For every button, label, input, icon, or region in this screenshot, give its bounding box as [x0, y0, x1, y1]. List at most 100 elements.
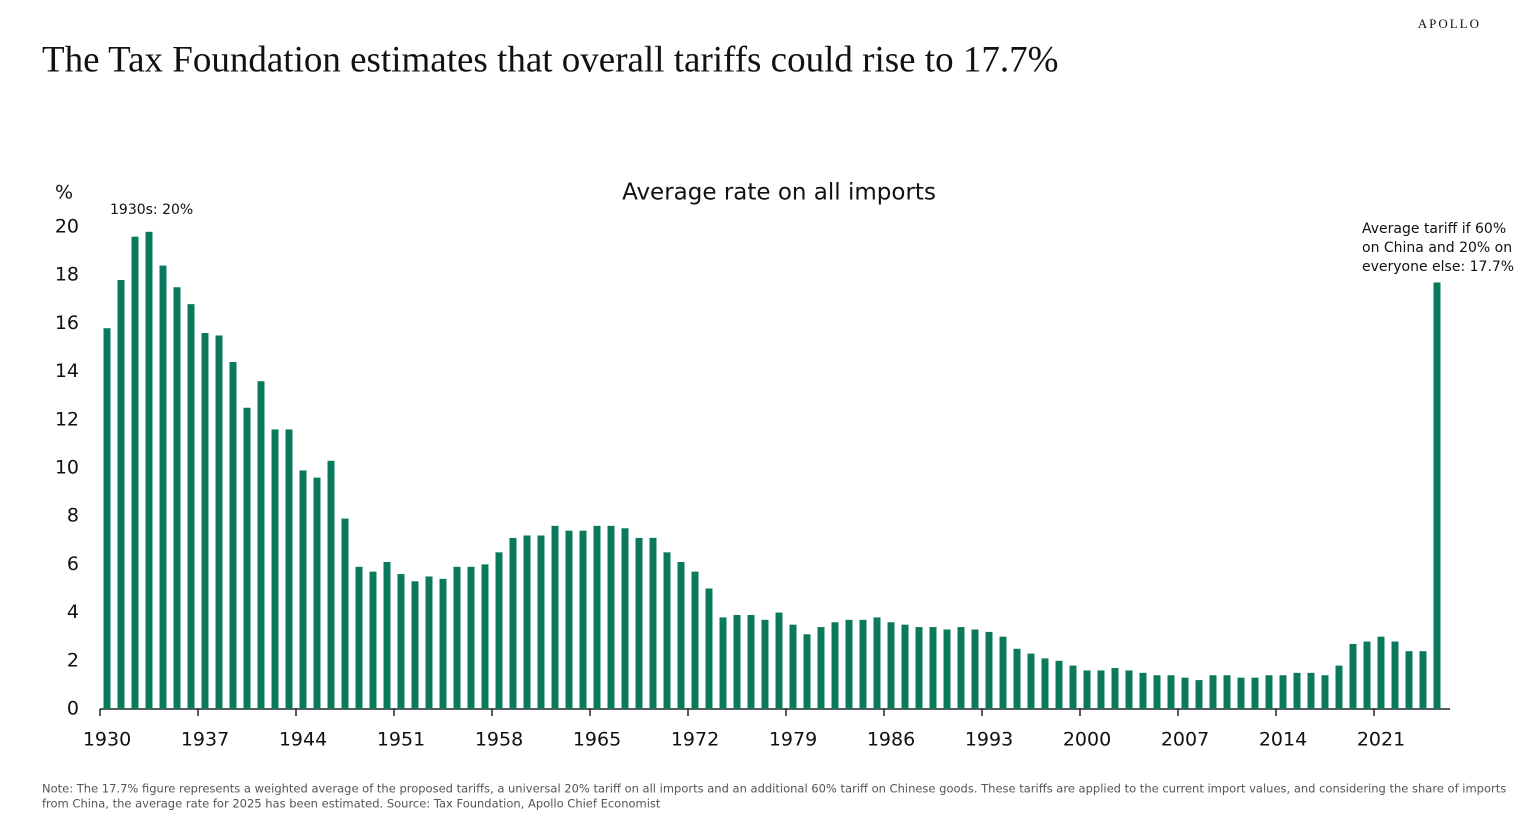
bar: [677, 561, 685, 709]
bar: [159, 265, 167, 709]
bar: [425, 576, 433, 709]
bar: [1307, 672, 1315, 709]
y-tick-label: 12: [55, 408, 79, 430]
bar: [845, 619, 853, 709]
bar: [747, 615, 755, 709]
bar: [1097, 670, 1105, 709]
bar: [1181, 677, 1189, 709]
bar: [901, 624, 909, 709]
bar: [117, 280, 125, 709]
bar: [831, 622, 839, 709]
chart-subtitle: Average rate on all imports: [622, 180, 936, 206]
bar: [999, 636, 1007, 709]
annotation: on China and 20% on: [1362, 240, 1512, 256]
annotation: 1930s: 20%: [110, 202, 193, 218]
bar: [635, 537, 643, 709]
bar: [1167, 675, 1175, 709]
y-tick-label: 16: [55, 312, 79, 334]
y-tick-label: 4: [67, 601, 79, 623]
bar: [1321, 675, 1329, 709]
annotation: Average tariff if 60%: [1362, 221, 1506, 237]
bar: [1237, 677, 1245, 709]
bar: [1335, 665, 1343, 709]
bar: [145, 231, 153, 709]
x-tick-label: 1979: [769, 729, 817, 751]
x-tick-label: 1965: [573, 729, 621, 751]
bar: [383, 561, 391, 709]
bar: [985, 631, 993, 709]
bar: [187, 304, 195, 709]
y-tick-label: 0: [67, 698, 79, 720]
x-tick-label: 1944: [279, 729, 327, 751]
x-tick-label: 1930: [83, 729, 131, 751]
x-tick-label: 2014: [1259, 729, 1307, 751]
y-tick-label: 20: [55, 216, 79, 238]
bar: [943, 629, 951, 709]
x-tick-label: 1993: [965, 729, 1013, 751]
chart-title: The Tax Foundation estimates that overal…: [42, 39, 1058, 80]
bar: [705, 588, 713, 709]
bar: [495, 552, 503, 709]
bar: [215, 335, 223, 709]
bar: [271, 429, 279, 709]
y-tick-label: 2: [67, 649, 79, 671]
bar: [131, 236, 139, 709]
bar: [327, 460, 335, 709]
bar: [1111, 668, 1119, 709]
bar: [1433, 282, 1441, 709]
bar: [1195, 680, 1203, 709]
x-tick-label: 1958: [475, 729, 523, 751]
bar: [1139, 672, 1147, 709]
bar: [873, 617, 881, 709]
bar: [1055, 660, 1063, 709]
bar: [229, 361, 237, 709]
bar: [663, 552, 671, 709]
bar: [411, 581, 419, 709]
bar: [103, 328, 111, 709]
bar: [1349, 643, 1357, 709]
bar: [1209, 675, 1217, 709]
bar: [1027, 653, 1035, 709]
bar: [313, 477, 321, 709]
bar: [1391, 641, 1399, 709]
y-axis-label: %: [55, 182, 73, 204]
bar: [201, 333, 209, 709]
x-tick-label: 2021: [1357, 729, 1405, 751]
x-tick-label: 1951: [377, 729, 425, 751]
bar: [719, 617, 727, 709]
bar: [453, 566, 461, 709]
bar: [579, 530, 587, 709]
bar: [1223, 675, 1231, 709]
y-tick-label: 10: [55, 457, 79, 479]
bar: [649, 537, 657, 709]
bar: [817, 627, 825, 709]
bar: [481, 564, 489, 709]
bar: [257, 381, 265, 709]
bar: [1279, 675, 1287, 709]
bar: [691, 571, 699, 709]
bar: [439, 578, 447, 709]
bar: [1363, 641, 1371, 709]
bar: [1405, 651, 1413, 709]
bar: [761, 619, 769, 709]
bar: [733, 615, 741, 709]
bar: [1419, 651, 1427, 709]
bar: [1293, 672, 1301, 709]
x-tick-label: 1972: [671, 729, 719, 751]
bar: [1041, 658, 1049, 709]
bar: [397, 574, 405, 709]
bar: [467, 566, 475, 709]
bar: [887, 622, 895, 709]
bar: [523, 535, 531, 709]
bar: [341, 518, 349, 709]
bar: [915, 627, 923, 709]
brand: APOLLO: [1418, 16, 1481, 31]
x-tick-label: 2007: [1161, 729, 1209, 751]
y-tick-label: 6: [67, 553, 79, 575]
bar: [1251, 677, 1259, 709]
bar: [299, 470, 307, 709]
y-tick-label: 18: [55, 264, 79, 286]
x-tick-label: 2000: [1063, 729, 1111, 751]
bar: [929, 627, 937, 709]
